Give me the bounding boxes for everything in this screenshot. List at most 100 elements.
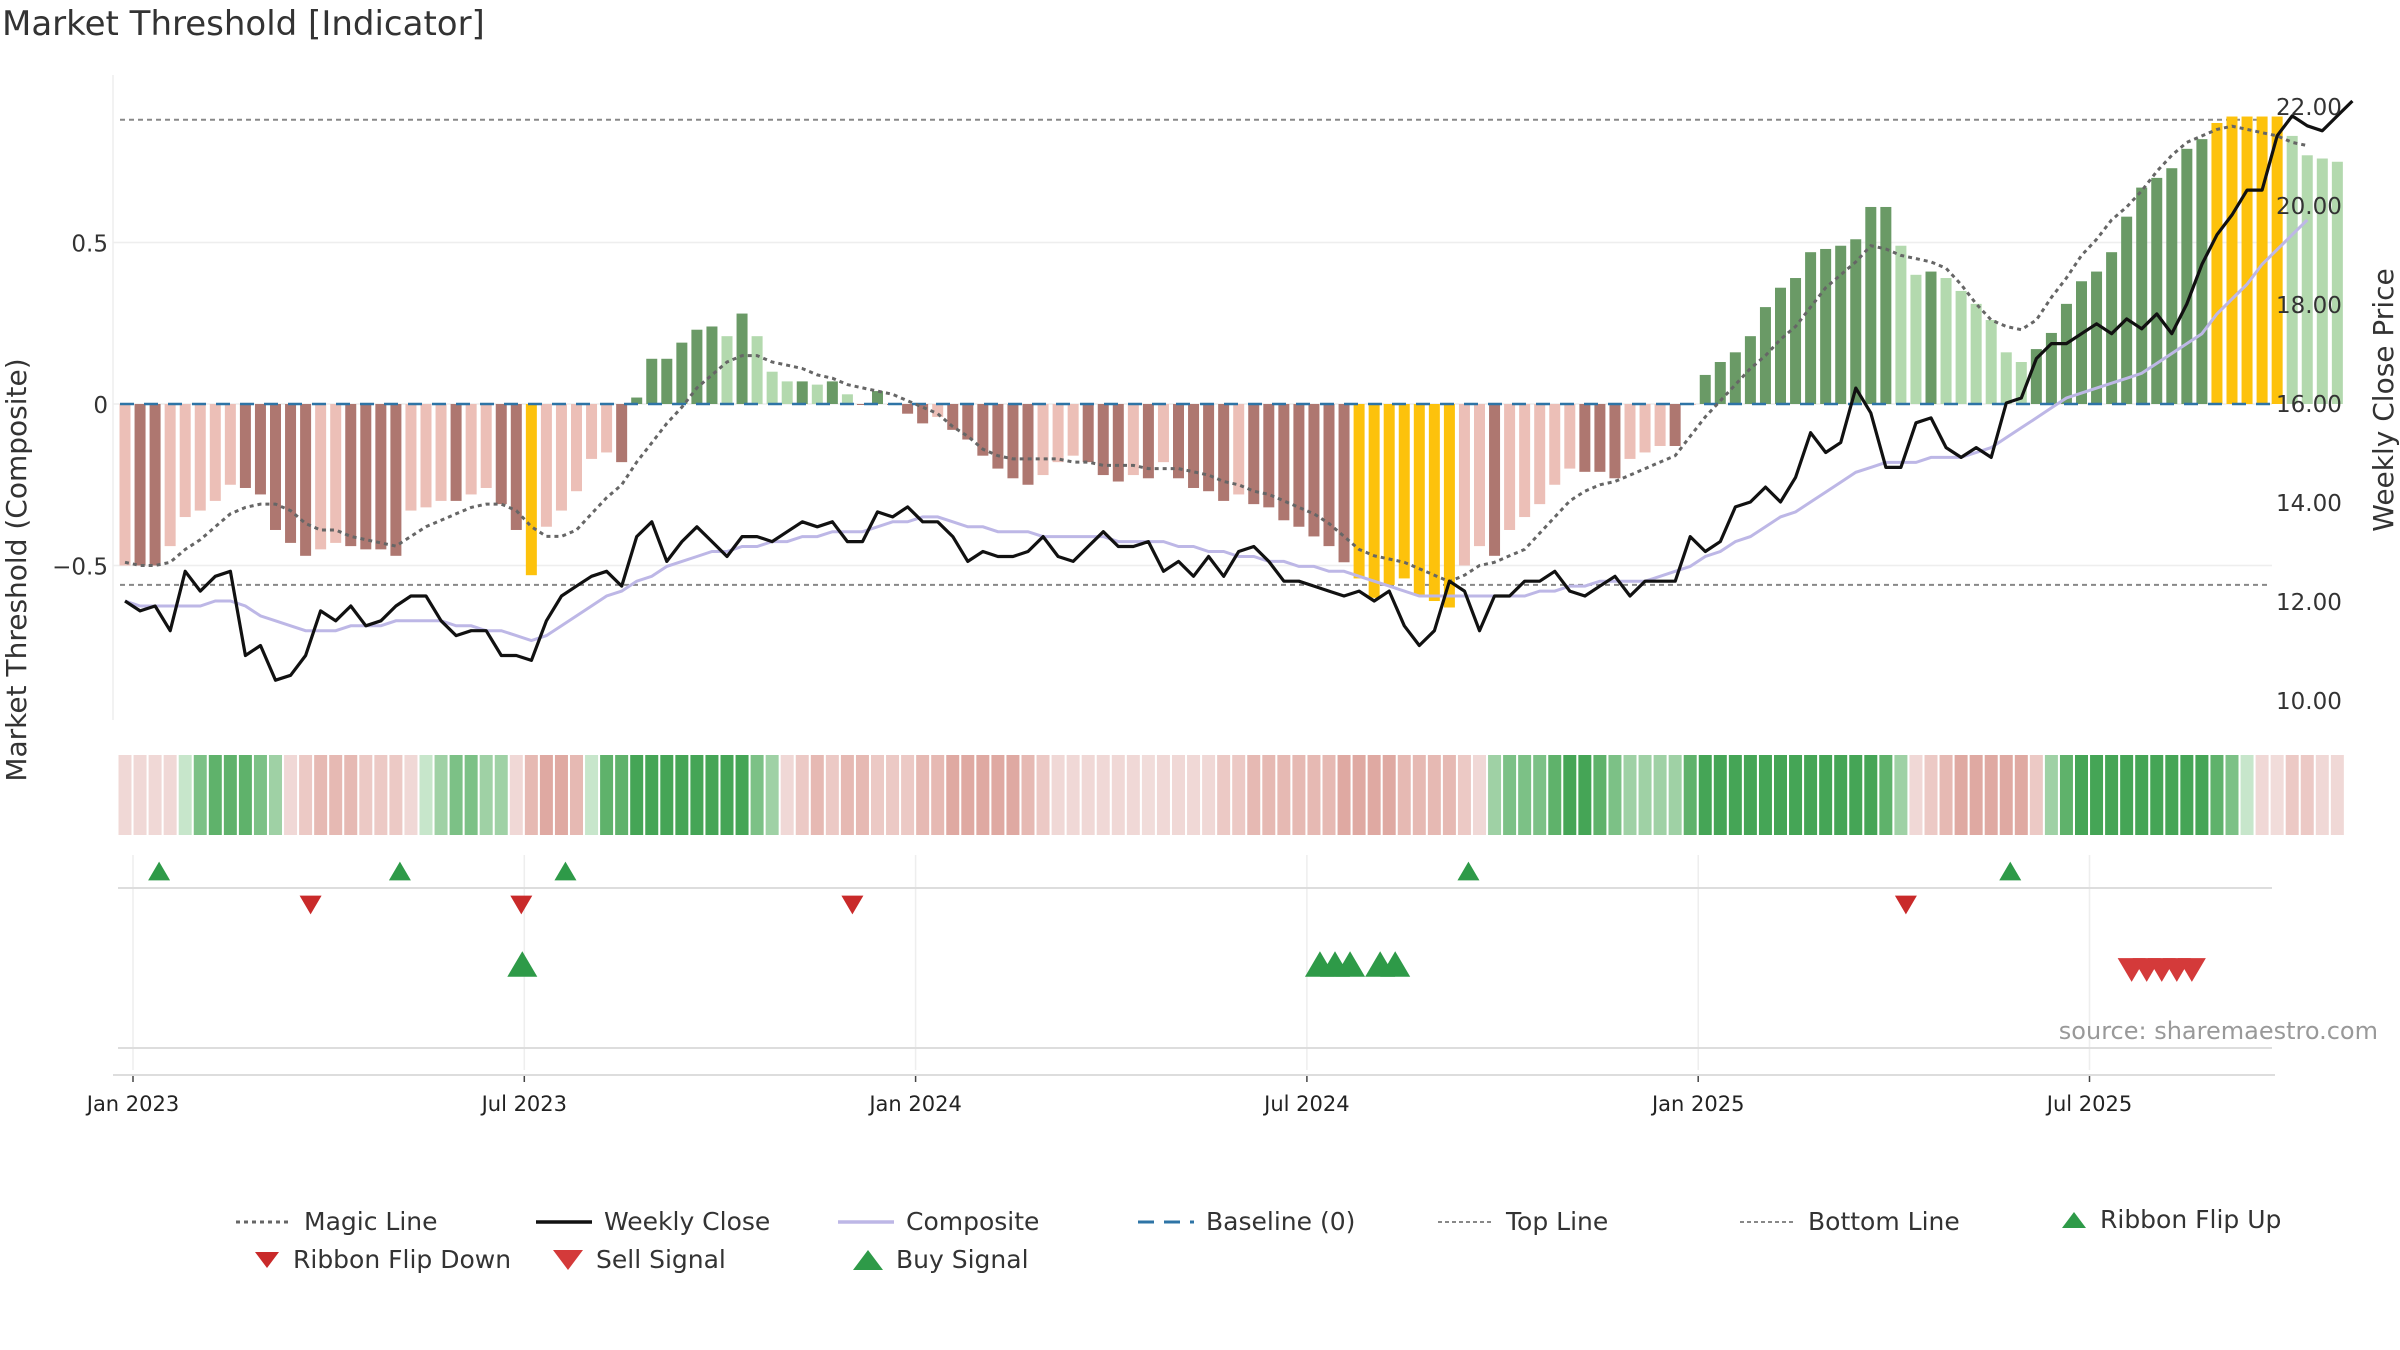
y2-tick-label: 14.00 bbox=[2276, 491, 2342, 517]
composite-bar bbox=[1218, 404, 1230, 501]
y2-axis-label: Weekly Close Price bbox=[2367, 268, 2400, 531]
ribbon-cell bbox=[1698, 755, 1712, 835]
buy-signal-marker bbox=[1335, 951, 1366, 977]
ribbon-cell bbox=[1442, 755, 1456, 835]
composite-bar bbox=[1112, 404, 1124, 482]
ribbon-cell bbox=[2180, 755, 2194, 835]
composite-bar bbox=[1519, 404, 1531, 518]
composite-bar bbox=[2271, 116, 2283, 404]
composite-bar bbox=[1534, 404, 1546, 505]
composite-bar bbox=[1564, 404, 1576, 469]
composite-bar bbox=[555, 404, 567, 511]
ribbon-cell bbox=[1006, 755, 1020, 835]
legend-label: Baseline (0) bbox=[1206, 1207, 1356, 1236]
x-tick-label: Jan 2025 bbox=[1650, 1092, 1745, 1116]
ribbon-cell bbox=[1563, 755, 1577, 835]
ribbon-cell bbox=[810, 755, 824, 835]
composite-bar bbox=[631, 397, 643, 404]
ribbon-cell bbox=[269, 755, 282, 835]
composite-bar bbox=[977, 404, 989, 456]
composite-bar bbox=[2000, 352, 2012, 404]
legend-item-sell-signal: Sell Signal bbox=[552, 1245, 726, 1274]
ribbon-cell bbox=[1337, 755, 1351, 835]
composite-bar bbox=[224, 404, 236, 485]
ribbon-cell bbox=[1593, 755, 1607, 835]
y-tick-label: 0 bbox=[93, 393, 108, 419]
ribbon-cell bbox=[570, 755, 583, 835]
x-tick-label: Jan 2024 bbox=[867, 1092, 962, 1116]
composite-bar bbox=[525, 404, 537, 576]
dotted-gray-line-icon bbox=[1740, 1220, 1796, 1223]
ribbon-cell bbox=[1984, 755, 1998, 835]
composite-bar bbox=[375, 404, 387, 550]
composite-bar bbox=[1082, 404, 1094, 463]
ribbon-cell bbox=[946, 755, 960, 835]
composite-bar bbox=[571, 404, 582, 492]
lavender-line-icon bbox=[838, 1219, 894, 1224]
ribbon-cell bbox=[1202, 755, 1216, 835]
ribbon-cell bbox=[1367, 755, 1381, 835]
ribbon-cell bbox=[1834, 755, 1848, 835]
ribbon-cell bbox=[253, 755, 267, 835]
ribbon-cell bbox=[1262, 755, 1276, 835]
ribbon-cell bbox=[1924, 755, 1938, 835]
composite-bar bbox=[676, 342, 688, 404]
composite-bar bbox=[1127, 404, 1139, 476]
ribbon-cell bbox=[825, 755, 839, 835]
ribbon-cell bbox=[1322, 755, 1336, 835]
y2-tick-label: 22.00 bbox=[2276, 95, 2342, 121]
composite-bar bbox=[1489, 404, 1501, 556]
composite-bar bbox=[1007, 404, 1019, 479]
ribbon-cell bbox=[991, 755, 1005, 835]
composite-bar bbox=[616, 404, 628, 463]
y2-tick-label: 20.00 bbox=[2276, 194, 2342, 220]
legend-item-baseline: Baseline (0) bbox=[1138, 1207, 1355, 1236]
source-credit: source: sharemaestro.com bbox=[2059, 1017, 2378, 1045]
composite-bar bbox=[1699, 374, 1711, 404]
ribbon-cell bbox=[1172, 755, 1185, 835]
composite-bar bbox=[2030, 349, 2042, 404]
ribbon-cell bbox=[223, 755, 237, 835]
ribbon-cell bbox=[1473, 755, 1486, 835]
legend-label: Magic Line bbox=[304, 1207, 438, 1236]
ribbon-cell bbox=[735, 755, 749, 835]
ribbon-cell bbox=[1232, 755, 1246, 835]
composite-bar bbox=[1865, 206, 1877, 404]
composite-bar bbox=[1203, 404, 1215, 492]
ribbon-cell bbox=[193, 755, 207, 835]
composite-bar bbox=[586, 404, 598, 459]
composite-bar bbox=[209, 404, 221, 501]
ribbon-cell bbox=[750, 755, 764, 835]
composite-bar bbox=[405, 404, 417, 511]
legend-item-bottom-line: Bottom Line bbox=[1740, 1207, 1960, 1236]
y2-tick-label: 10.00 bbox=[2276, 689, 2342, 715]
composite-bar bbox=[360, 404, 372, 550]
composite-bar bbox=[1383, 404, 1395, 585]
composite-bar bbox=[1037, 404, 1049, 476]
ribbon-cell bbox=[1533, 755, 1547, 835]
chart-canvas: 0.5 0 −0.5 22.00 20.00 18.00 16.00 14.00 12.00 10… bbox=[0, 75, 2400, 1116]
ribbon-cell bbox=[1488, 755, 1502, 835]
composite-bar bbox=[270, 404, 281, 530]
ribbon-cell bbox=[1307, 755, 1321, 835]
composite-bar bbox=[1474, 404, 1485, 547]
ribbon-cell bbox=[630, 755, 644, 835]
composite-bar bbox=[164, 404, 176, 547]
legend-item-ribbon-flip-down: Ribbon Flip Down bbox=[253, 1245, 511, 1274]
ribbon-cell bbox=[931, 755, 945, 835]
ribbon-flip-up-marker bbox=[148, 861, 171, 881]
ribbon-flip-down-marker bbox=[841, 895, 864, 915]
composite-bar bbox=[450, 404, 462, 501]
y-axis-label: Market Threshold (Composite) bbox=[0, 358, 33, 781]
composite-bar bbox=[1985, 320, 1997, 404]
ribbon-cell bbox=[178, 755, 192, 835]
dotted-gray-line-icon bbox=[1438, 1220, 1494, 1223]
composite-bar bbox=[2331, 161, 2343, 404]
ribbon-cell bbox=[1849, 755, 1863, 835]
ribbon-cell bbox=[2120, 755, 2134, 835]
ribbon-cell bbox=[1728, 755, 1742, 835]
legend-label: Ribbon Flip Up bbox=[2100, 1205, 2282, 1234]
composite-bar bbox=[1609, 404, 1621, 479]
ribbon-cell bbox=[1909, 755, 1923, 835]
ribbon-cell bbox=[1292, 755, 1306, 835]
